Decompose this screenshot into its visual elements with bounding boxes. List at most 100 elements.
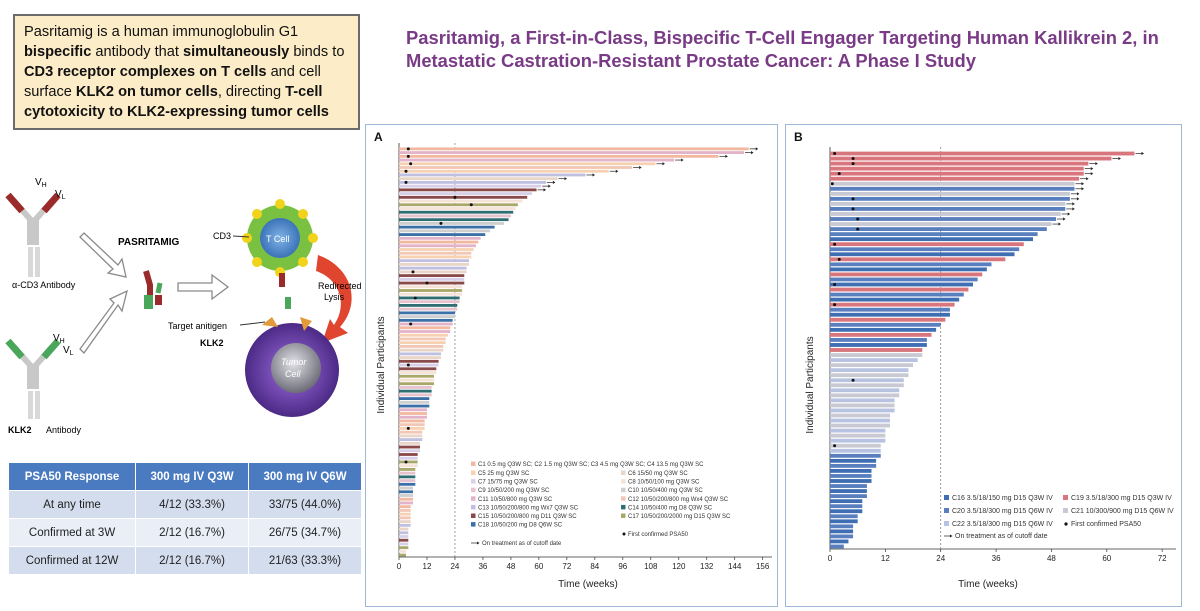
legend-swatch — [944, 508, 949, 513]
legend-swatch — [471, 496, 476, 501]
mechanism-diagram: VH VL α-CD3 Antibody VH VL KLK2 Antibody… — [5, 177, 362, 435]
participant-bar — [830, 383, 904, 388]
participant-bar — [830, 368, 909, 373]
participant-bar — [399, 341, 446, 345]
svg-text:Redirected: Redirected — [318, 281, 362, 291]
on-treatment-arrowhead — [1141, 151, 1144, 156]
participant-bar — [830, 514, 858, 519]
participant-bar — [830, 458, 877, 463]
participant-bar — [830, 438, 886, 443]
participant-bar — [399, 482, 416, 486]
participant-bar — [399, 266, 467, 270]
pasritamig-label: PASRITAMIG — [118, 237, 180, 248]
table-row: Confirmed at 12W 2/12 (16.7%) 21/63 (33.… — [7, 546, 362, 575]
legend-arrowhead — [950, 534, 953, 538]
participant-bar — [830, 212, 1061, 216]
svg-text:VL: VL — [55, 189, 66, 201]
legend-item: On treatment as of cutoff date — [955, 533, 1048, 540]
participant-bar — [399, 397, 430, 401]
participant-bar — [399, 501, 413, 505]
participant-bar — [399, 210, 514, 214]
table-cell: 33/75 (44.0%) — [248, 490, 362, 519]
participant-bar — [399, 180, 546, 184]
legend-item: C13 10/50/200/800 mg Wx7 Q3W SC — [478, 505, 579, 511]
table-cell: Confirmed at 12W — [7, 546, 137, 575]
psa50-marker — [833, 152, 837, 156]
participant-bar — [399, 311, 455, 315]
participant-bar — [399, 400, 430, 404]
participant-bar — [399, 520, 411, 524]
participant-bar — [830, 403, 895, 408]
legend-psa50-marker — [622, 532, 626, 536]
legend-swatch — [471, 461, 476, 466]
participant-bar — [399, 199, 523, 203]
on-treatment-arrowhead — [1076, 197, 1080, 201]
participant-bar — [399, 158, 675, 162]
participant-bar — [399, 371, 437, 374]
participant-bar — [830, 489, 867, 493]
participant-bar — [830, 479, 872, 483]
participant-bar — [399, 188, 537, 192]
psa50-marker — [856, 227, 860, 231]
participant-bar — [399, 218, 509, 222]
svg-text:Tumor: Tumor — [281, 357, 307, 367]
on-treatment-arrowhead — [1081, 182, 1085, 186]
participant-bar — [830, 373, 909, 378]
participant-bar — [399, 274, 465, 278]
participant-bar — [830, 443, 881, 448]
participant-bar — [399, 412, 427, 415]
legend-swatch — [621, 496, 626, 501]
participant-bar — [399, 244, 476, 248]
swimmer-plot-b: B 0 12 24 36 48 60 72 Individual Participants … — [785, 124, 1182, 607]
participant-bar — [399, 337, 446, 341]
legend-item: C7 15/75 mg Q3W SC — [478, 480, 538, 486]
klk2-antibody-icon — [5, 338, 61, 419]
participant-bar — [399, 344, 444, 348]
psa50-marker — [404, 180, 408, 184]
psa50-marker — [837, 257, 841, 261]
participant-bar — [399, 154, 719, 158]
swimmer-plot-b-svg: B 0 12 24 36 48 60 72 Individual Participants … — [794, 130, 1176, 590]
legend-a: C1 0.5 mg Q3W SC; C2 1.5 mg Q3W SC; C3 4… — [471, 461, 731, 547]
psa50-marker — [425, 281, 429, 285]
participant-bar — [399, 553, 406, 557]
participant-bar — [830, 322, 941, 327]
participant-bar — [399, 270, 467, 274]
on-treatment-arrowhead — [1118, 156, 1121, 161]
psa50-marker — [856, 217, 860, 221]
participant-bar — [399, 348, 444, 352]
legend-swatch — [471, 513, 476, 518]
participant-bar — [399, 445, 420, 449]
participant-bar — [830, 222, 1052, 226]
on-treatment-arrowhead — [564, 177, 568, 181]
participant-bar — [830, 196, 1070, 201]
participant-bar — [830, 539, 849, 544]
participant-bar — [399, 378, 434, 382]
participant-bar — [399, 330, 451, 333]
x-tick-label: 24 — [936, 554, 945, 563]
participant-bar — [399, 490, 413, 494]
participant-bar — [399, 475, 416, 479]
legend-item: C14 10/50/400 mg D8 Q3W SC — [628, 505, 713, 511]
legend-swatch — [471, 504, 476, 510]
table-cell: 4/12 (33.3%) — [135, 490, 250, 519]
participant-bar — [399, 549, 406, 553]
participant-bar — [830, 343, 927, 347]
on-treatment-arrowhead — [751, 150, 754, 155]
participant-bar — [399, 289, 462, 292]
on-treatment-arrowhead — [1072, 202, 1075, 206]
participant-bar — [830, 262, 992, 267]
on-treatment-arrowhead — [725, 154, 728, 158]
participant-bar — [830, 317, 946, 322]
x-tick-label: 0 — [828, 554, 833, 563]
column-header: PSA50 Response — [7, 462, 137, 491]
participant-bar — [830, 418, 890, 423]
participant-bar — [399, 221, 504, 225]
participant-bar — [399, 207, 516, 210]
on-treatment-arrowhead — [1086, 177, 1089, 181]
participant-bar — [399, 523, 411, 527]
on-treatment-arrowhead — [681, 158, 684, 162]
participant-bar — [399, 236, 481, 240]
legend-item: First confirmed PSA50 — [1071, 521, 1141, 528]
participant-bar — [399, 195, 528, 199]
